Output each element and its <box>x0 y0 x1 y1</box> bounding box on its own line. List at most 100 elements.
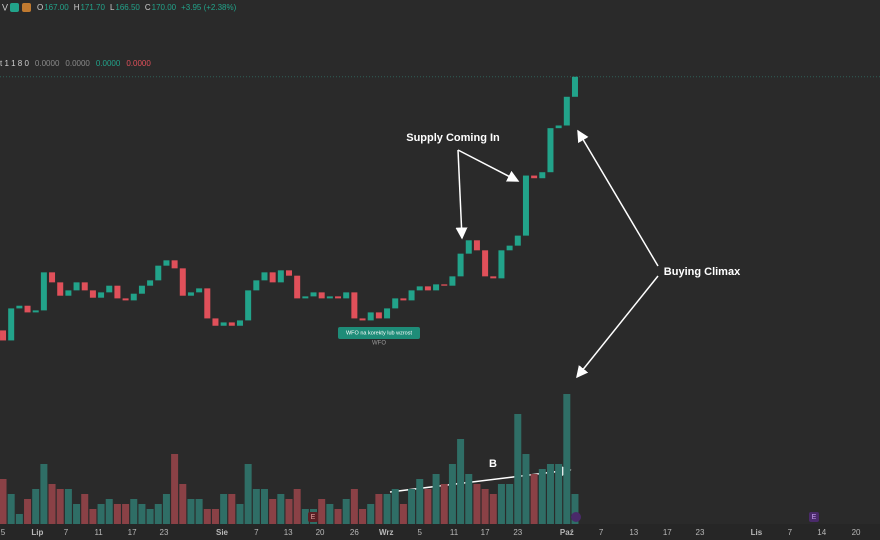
volume-bar <box>546 464 554 524</box>
time-axis-strip <box>0 524 880 540</box>
icon <box>22 3 31 12</box>
candle-body <box>40 272 47 311</box>
x-tick-label: 11 <box>450 528 459 537</box>
volume-bar <box>375 494 383 524</box>
volume-bar <box>203 509 211 524</box>
volume-bar <box>260 489 268 524</box>
candle-body <box>416 286 423 291</box>
x-tick-label: 20 <box>852 528 861 537</box>
x-tick-label: 17 <box>128 528 137 537</box>
volume-bar <box>359 509 367 524</box>
candle-body <box>179 268 186 296</box>
candle-body <box>359 318 366 321</box>
volume-bar <box>48 484 56 524</box>
volume-bar <box>440 484 448 524</box>
candle-body <box>81 282 88 291</box>
volume-bar <box>522 454 530 524</box>
volume-bar <box>555 464 563 524</box>
x-tick-label: 17 <box>663 528 672 537</box>
candle-body <box>73 282 80 291</box>
volume-bar <box>15 514 23 524</box>
ohlc-part: 171.70 <box>80 3 105 12</box>
volume-bar <box>473 484 481 524</box>
volume-bar <box>318 499 326 524</box>
volume-bar <box>334 509 342 524</box>
candle-body <box>498 250 505 279</box>
candle-body <box>473 240 480 251</box>
candle-body <box>98 292 105 298</box>
candle-body <box>187 292 194 296</box>
volume-bar <box>399 504 407 524</box>
volume-bar <box>497 484 505 524</box>
volume-bar <box>89 509 97 524</box>
candle-body <box>138 285 145 294</box>
candle-body <box>310 292 317 297</box>
candle-body <box>400 298 407 301</box>
ohlc-legend: O167.00 H171.70 L166.50 C170.00 +3.95 (+2.38… <box>37 3 237 12</box>
icon <box>10 3 19 12</box>
badge-sub: WFO <box>372 341 386 347</box>
x-tick-label: 11 <box>94 528 103 537</box>
candle-body <box>482 250 489 277</box>
candle-body <box>163 260 170 266</box>
candle-body <box>571 76 578 97</box>
candle-body <box>220 322 227 326</box>
ohlc-part: 167.00 <box>44 3 69 12</box>
badge <box>338 327 420 339</box>
volume-bar <box>530 474 538 524</box>
volume-bar <box>154 504 162 524</box>
volume-bar <box>350 489 358 524</box>
candle-body <box>277 270 284 283</box>
x-tick-label: 23 <box>696 528 705 537</box>
candle-body <box>449 276 456 286</box>
volume-bar <box>97 504 105 524</box>
volume-bar <box>408 489 416 524</box>
volume-bar <box>138 504 146 524</box>
volume-bar <box>481 489 489 524</box>
candle-body <box>130 293 137 301</box>
indicator-value: 0.0000 <box>126 59 151 68</box>
x-tick-label: 20 <box>316 528 325 537</box>
arrow <box>577 129 659 267</box>
candle-body <box>302 296 309 299</box>
candle-body <box>335 296 342 299</box>
volume-bar <box>105 499 113 524</box>
indicator-value: 0.0000 <box>35 59 60 68</box>
x-tick-label: 5 <box>1 528 6 537</box>
volume-bar <box>563 394 571 524</box>
candle-body <box>24 305 31 313</box>
candle-body <box>0 330 7 341</box>
candle-body <box>147 280 154 286</box>
volume-bar <box>0 479 7 524</box>
candle-body <box>106 285 113 293</box>
candle-body <box>375 312 382 319</box>
candle-body <box>457 253 464 277</box>
candle-body <box>563 96 570 126</box>
candle-body <box>343 292 350 299</box>
arrow <box>457 149 520 182</box>
volume-bar <box>211 509 219 524</box>
volume-bar <box>489 494 497 524</box>
candle-body <box>245 290 252 321</box>
volume-bar <box>424 489 432 524</box>
volume-bar <box>244 464 252 524</box>
volume-bar <box>32 489 40 524</box>
x-tick-label: 7 <box>788 528 793 537</box>
candle-body <box>171 260 178 269</box>
candle-body <box>531 175 538 179</box>
x-tick-label: Wrz <box>379 528 394 537</box>
event-label: E <box>311 514 316 521</box>
candle-body <box>555 125 562 129</box>
candle-body <box>318 292 325 299</box>
x-tick-label: 7 <box>254 528 259 537</box>
volume-bar <box>538 469 546 524</box>
candle-body <box>228 322 235 326</box>
candle-body <box>269 272 276 283</box>
x-tick-label: Lis <box>751 528 763 537</box>
candle-body <box>89 290 96 298</box>
volume-bar <box>293 489 301 524</box>
x-tick-label: Paź <box>560 528 574 537</box>
ohlc-part: O <box>37 3 43 12</box>
volume-bar <box>64 489 72 524</box>
